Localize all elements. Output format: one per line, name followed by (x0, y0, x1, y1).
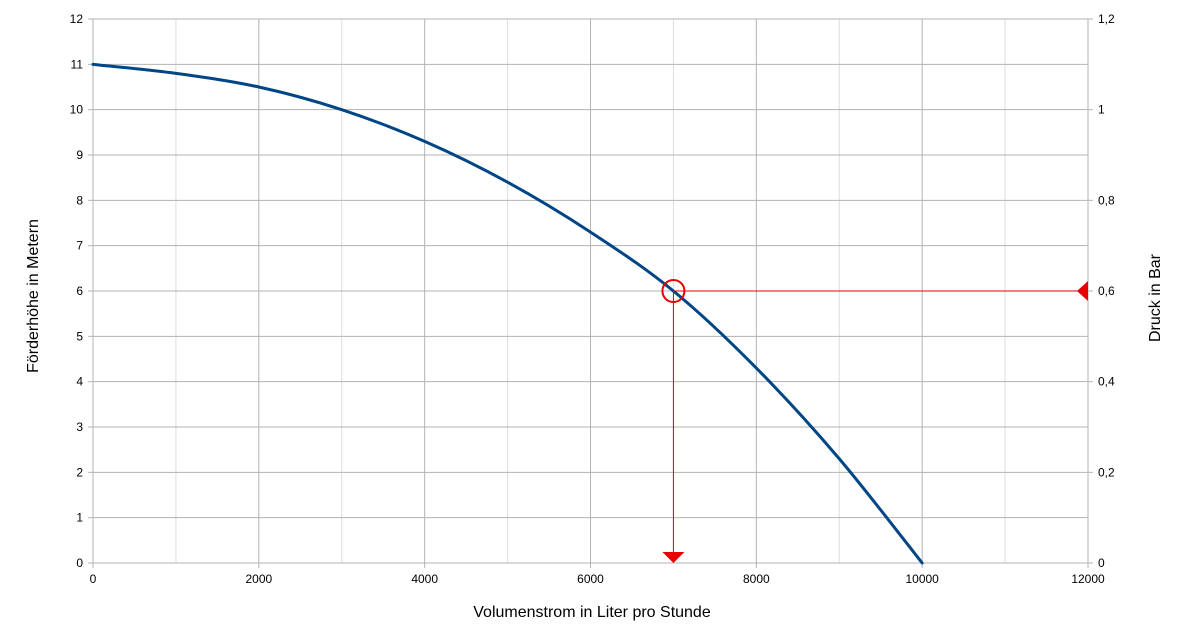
x-tick-label: 6000 (577, 572, 604, 586)
y2-axis-ticks: 0 0,2 0,4 0,6 0,8 1 1,2 (1088, 12, 1115, 570)
x-axis-title: Volumenstrom in Liter pro Stunde (473, 604, 711, 621)
y-tick-label: 6 (76, 284, 83, 298)
y-tick-label: 7 (76, 239, 83, 253)
y2-tick-label: 0,6 (1098, 284, 1115, 298)
y2-axis-title: Druck in Bar (1147, 253, 1164, 342)
series-layer (91, 62, 924, 565)
x-tick-label: 0 (90, 572, 97, 586)
y-tick-label: 0 (76, 556, 83, 570)
y-tick-label: 10 (70, 103, 84, 117)
arrowhead-down (662, 552, 685, 563)
y-tick-label: 8 (76, 193, 83, 207)
y2-tick-label: 1,2 (1098, 12, 1115, 26)
y-tick-label: 1 (76, 511, 83, 525)
x-tick-label: 8000 (743, 572, 770, 586)
y-tick-label: 2 (76, 465, 83, 479)
y-tick-label: 3 (76, 420, 83, 434)
arrowhead-left (1077, 281, 1088, 301)
y2-tick-label: 0,4 (1098, 375, 1115, 389)
y-tick-label: 12 (70, 12, 84, 26)
x-tick-label: 4000 (411, 572, 438, 586)
x-tick-label: 10000 (905, 572, 939, 586)
x-tick-label: 12000 (1071, 572, 1105, 586)
y2-tick-label: 1 (1098, 103, 1105, 117)
x-tick-label: 2000 (245, 572, 272, 586)
operating-point-annotation (661, 279, 1088, 563)
y-tick-label: 11 (71, 57, 84, 71)
y2-tick-label: 0,2 (1098, 465, 1115, 479)
y2-tick-label: 0,8 (1098, 193, 1115, 207)
y-axis-title: Förderhöhe in Metern (25, 219, 42, 373)
y-tick-label: 5 (76, 329, 83, 343)
x-axis-ticks: 0 2000 4000 6000 8000 10000 12000 (90, 563, 1105, 586)
y2-tick-label: 0 (1098, 556, 1105, 570)
pump-curve-line (91, 62, 924, 565)
y-tick-label: 4 (76, 375, 83, 389)
y-tick-label: 9 (76, 148, 83, 162)
operating-point-marker (661, 279, 686, 303)
